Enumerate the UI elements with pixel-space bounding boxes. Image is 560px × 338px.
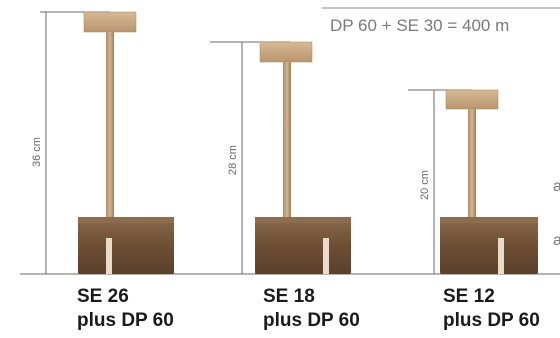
formula-text: DP 60 + SE 30 = 400 m bbox=[330, 16, 510, 35]
edge-label-top: a bbox=[553, 178, 560, 195]
edge-label-bottom: a bbox=[553, 232, 560, 249]
stand-2-model: SE 18 bbox=[263, 286, 315, 307]
stand-3-model: SE 12 bbox=[443, 286, 495, 307]
stand-2-caption: SE 18 plus DP 60 bbox=[263, 285, 360, 333]
stand-2-object bbox=[255, 41, 351, 274]
stand-2-base: plus DP 60 bbox=[263, 310, 360, 331]
stand-3-height-label: 20 cm bbox=[419, 170, 431, 200]
stand-1-object bbox=[78, 11, 174, 274]
stand-1-base: plus DP 60 bbox=[77, 310, 174, 331]
stand-3-caption: SE 12 plus DP 60 bbox=[443, 285, 540, 333]
stand-2-height-label: 28 cm bbox=[227, 145, 239, 175]
stand-1-height-label: 36 cm bbox=[31, 137, 43, 167]
stand-1-caption: SE 26 plus DP 60 bbox=[77, 285, 174, 333]
stand-1-model: SE 26 bbox=[77, 286, 129, 307]
stand-3-base: plus DP 60 bbox=[443, 310, 540, 331]
stand-3-object bbox=[440, 89, 538, 274]
